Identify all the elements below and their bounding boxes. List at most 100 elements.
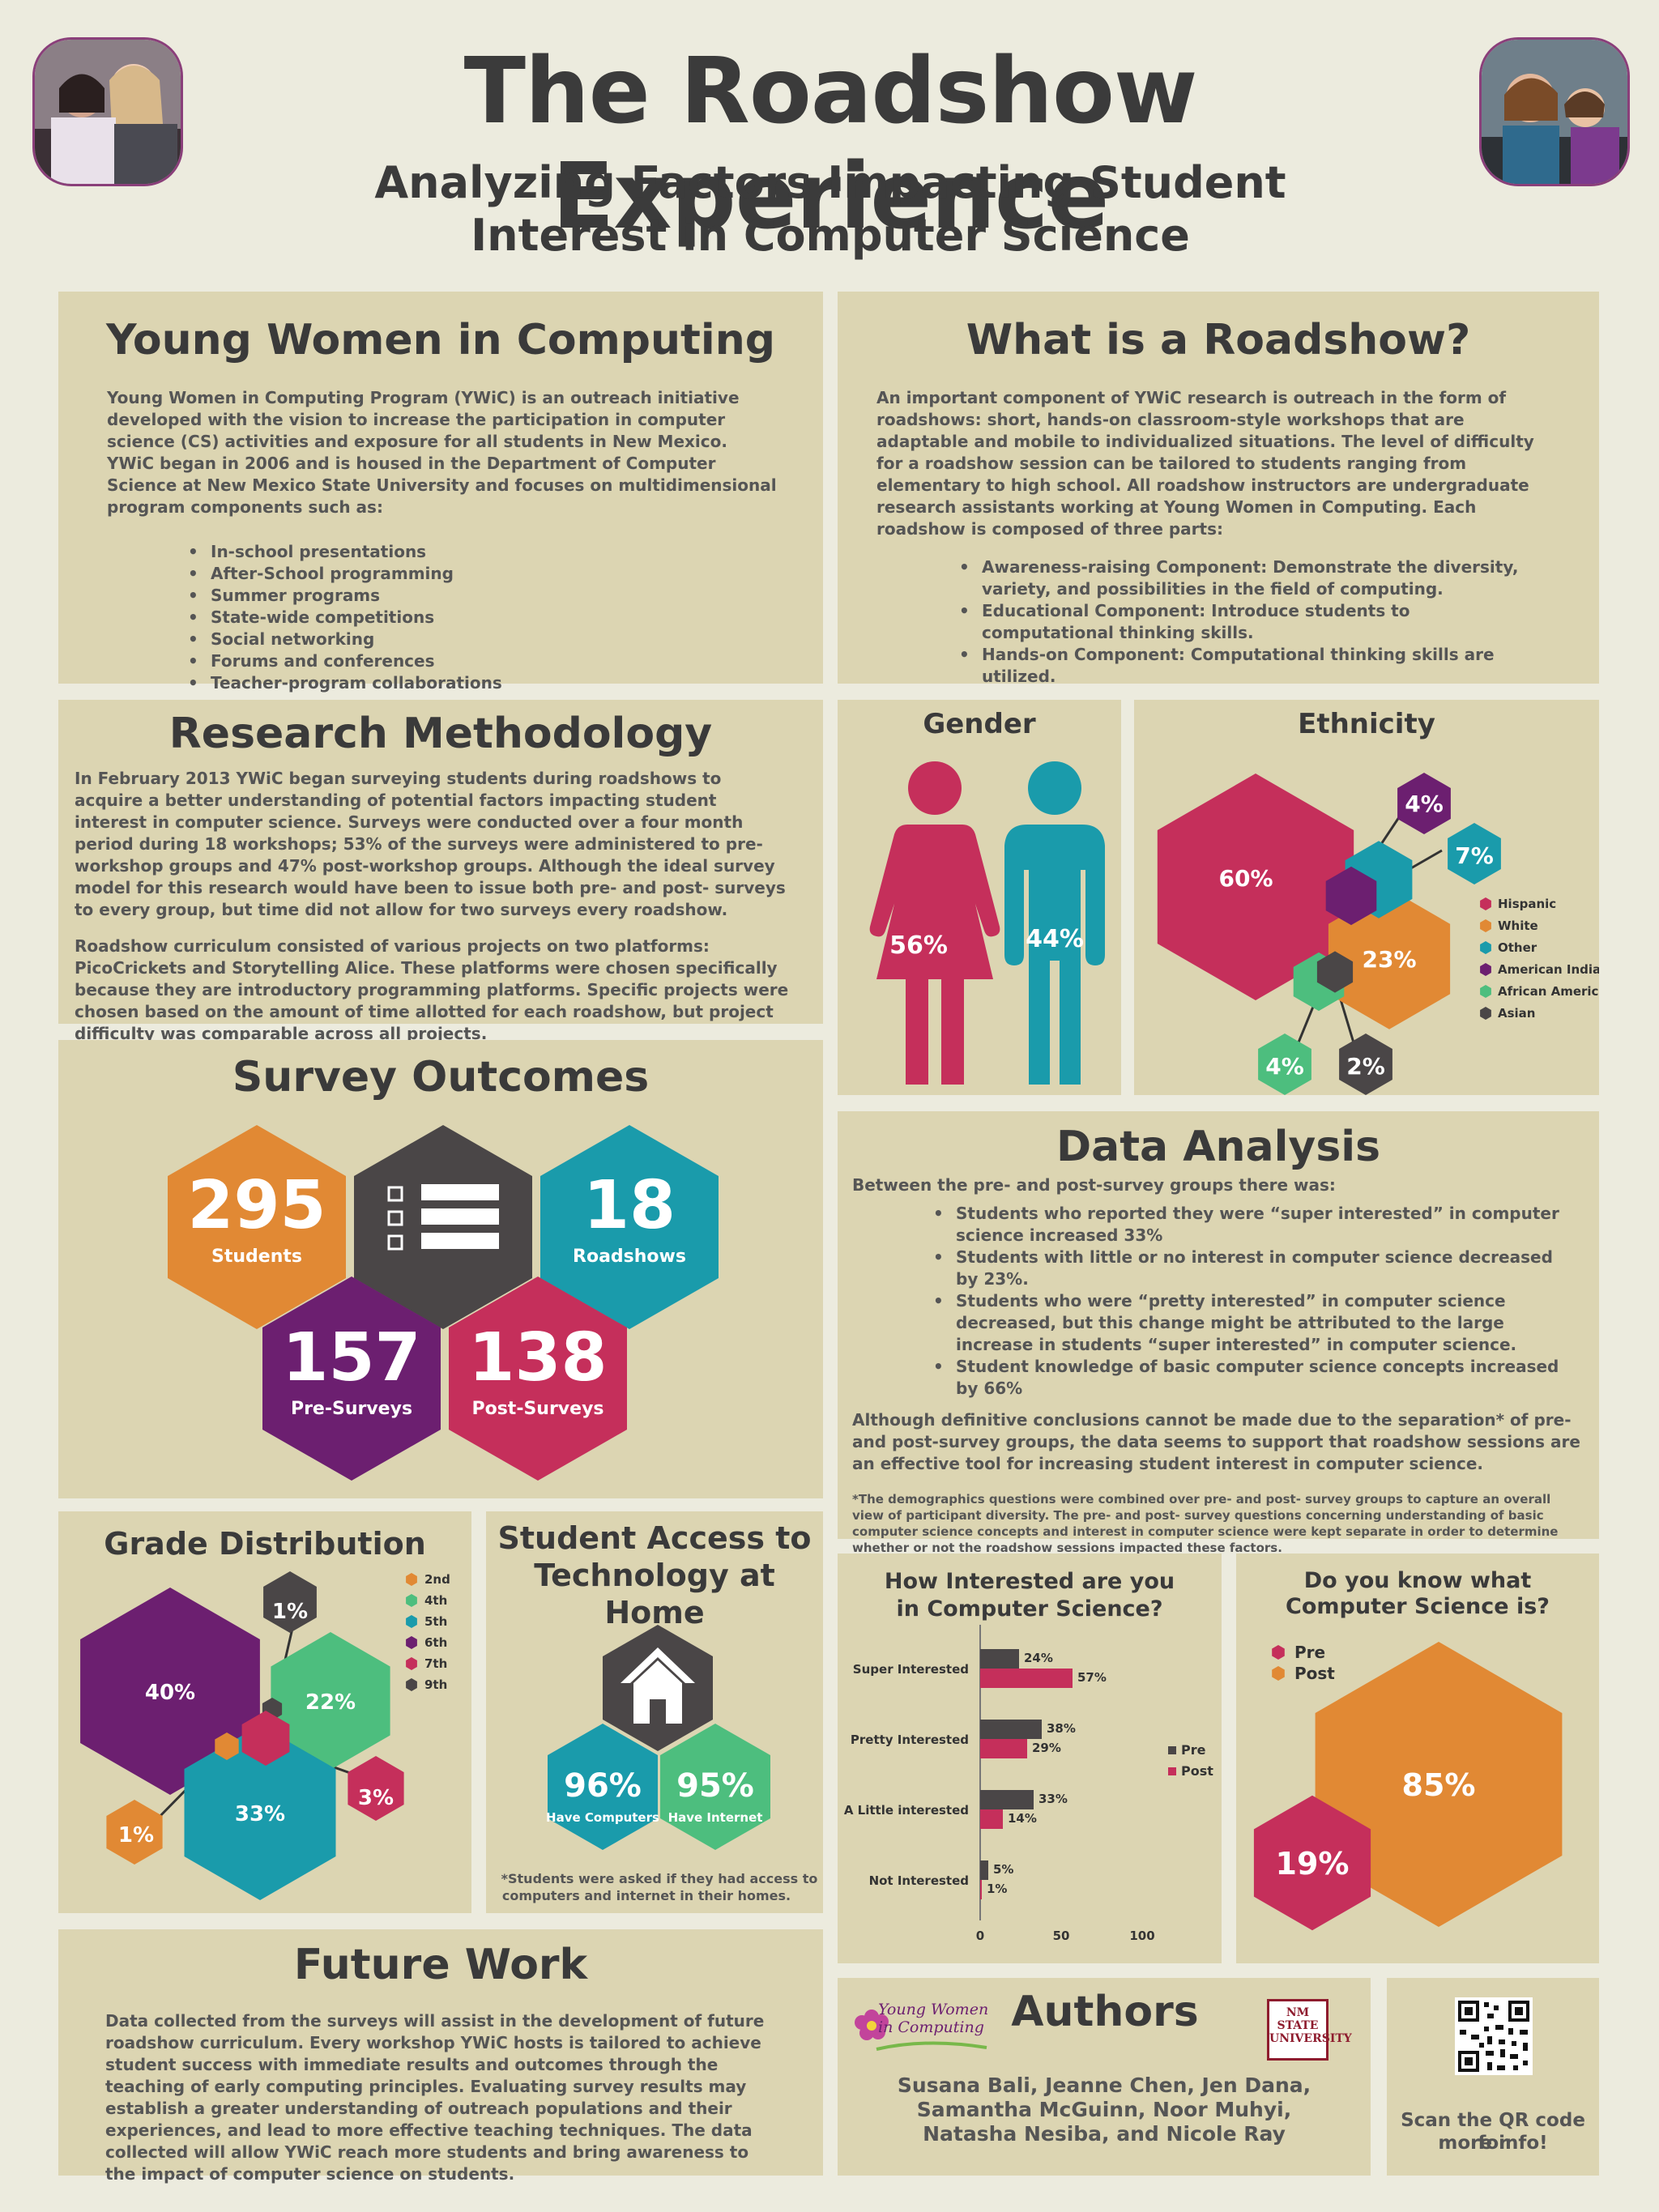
legend-label: 9th [424, 1677, 447, 1692]
grade-callout-hex [348, 1756, 404, 1821]
ethnicity-label: 60% [1218, 865, 1273, 892]
grade-label: 3% [358, 1786, 394, 1810]
bar-value-label: 57% [1077, 1670, 1107, 1685]
legend-label: Pre [1181, 1742, 1206, 1758]
access-title-line1: Student Access to [497, 1520, 812, 1556]
legend-swatch [1272, 1666, 1285, 1681]
future-title: Future Work [293, 1941, 588, 1989]
survey-list-hex [354, 1125, 532, 1329]
gender-figures: 56% 44% [869, 761, 1105, 1085]
list-item: Teacher-program collaborations [188, 672, 823, 694]
female-figure-icon [869, 761, 1000, 1085]
roadshow-list: Awareness-raising Component: Demonstrate… [959, 556, 1542, 688]
pre-surveys-hex [262, 1276, 441, 1481]
bar-pre [980, 1649, 1019, 1669]
bar-value-label: 29% [1032, 1741, 1061, 1755]
list-item: Students with little or no interest in c… [933, 1247, 1578, 1290]
bar-value-label: 1% [987, 1882, 1007, 1896]
knowcs-label: 19% [1276, 1846, 1350, 1882]
bar-pre [980, 1720, 1042, 1739]
computers-value: 96% [564, 1767, 642, 1805]
access-hex-cluster: 96% Have Computers 95% Have Internet *St… [501, 1625, 817, 1903]
list-item: Student knowledge of basic computer scie… [933, 1356, 1578, 1400]
grade-callout-hex [263, 1571, 317, 1633]
legend-label: 5th [424, 1614, 447, 1629]
methodology-title: Research Methodology [168, 710, 713, 758]
grade-hex-5th [184, 1725, 336, 1900]
qr-code-icon[interactable] [1455, 1997, 1533, 2075]
ethnicity-hex-hispanic [1157, 774, 1354, 1000]
bar-pre [980, 1790, 1034, 1809]
authors-panel: Young Women in Computing Authors NM STAT… [838, 1978, 1371, 2176]
ethnicity-callout-hex [1258, 1034, 1311, 1095]
ethnicity-hex-chart: 60% 23% 7% 4% 4% 2% Hispanic White Other America… [1157, 773, 1599, 1095]
bar-value-label: 24% [1024, 1651, 1053, 1665]
poster-subtitle-line1: Analyzing Factors Impacting Student [374, 157, 1286, 208]
grade-label: 40% [145, 1681, 195, 1705]
knowcs-hex-post [1315, 1642, 1563, 1927]
authors-line3: Natasha Nesiba, and Nicole Ray [923, 2122, 1286, 2146]
x-tick-label: 100 [1129, 1929, 1154, 1943]
roadshow-paragraph: An important component of YWiC research … [876, 388, 1534, 539]
ywic-logo-text: Young Women in Computing [878, 2001, 989, 2036]
students-value: 295 [187, 1167, 326, 1244]
list-item: Hands-on Component: Computational thinki… [959, 644, 1542, 688]
survey-panel: Survey Outcomes 295 Students 18 Roadshow… [58, 1040, 823, 1498]
knowcs-label: 85% [1402, 1767, 1476, 1803]
grade-hex-chart: 1% 22% 33% 40% 3% 1% 2nd 4th 5th 6th 7th 9th [80, 1571, 450, 1900]
pre-surveys-value: 157 [282, 1319, 420, 1396]
ethnicity-callout-hex [1339, 1034, 1392, 1095]
analysis-footnote: *The demographics questions were combine… [852, 1492, 1559, 1555]
ethnicity-label: 4% [1265, 1053, 1304, 1080]
bar-value-label: 38% [1047, 1721, 1076, 1736]
legend-label: African American [1498, 984, 1599, 999]
category-tick-label: A Little interested [844, 1803, 969, 1818]
legend-swatch [406, 1594, 417, 1607]
ethnicity-hex-white [1328, 889, 1451, 1029]
female-percent-label: 56% [889, 931, 948, 960]
authors-line1: Susana Bali, Jeanne Chen, Jen Dana, [897, 2073, 1311, 2097]
list-item: In-school presentations [188, 541, 823, 563]
knowcs-title: Do you know what Computer Science is? [1236, 1568, 1599, 1620]
internet-label: Have Internet [668, 1810, 763, 1825]
legend-swatch [1480, 985, 1491, 998]
legend-label: Hispanic [1498, 897, 1556, 911]
legend-label: 6th [424, 1635, 447, 1650]
interest-title-text: How Interested are you in Computer Scien… [884, 1569, 1175, 1622]
bar-value-label: 14% [1008, 1811, 1037, 1826]
legend-swatch [1480, 1007, 1491, 1020]
knowcs-hex-chart: 19% 85% Pre Post [1253, 1642, 1563, 1931]
bar-post [980, 1739, 1027, 1758]
post-surveys-value: 138 [468, 1319, 607, 1396]
bar-pre [980, 1860, 988, 1880]
category-tick-label: Pretty Interested [851, 1733, 969, 1747]
students-photo-icon [35, 40, 181, 184]
list-item: Students who reported they were “super i… [933, 1203, 1578, 1247]
x-tick-label: 50 [1053, 1929, 1070, 1943]
grade-hex-4th [271, 1632, 390, 1770]
internet-value: 95% [676, 1767, 754, 1805]
ywic-title: Young Women in Computing [106, 316, 775, 364]
analysis-conclusion: Although definitive conclusions cannot b… [852, 1410, 1580, 1473]
authors-line2: Samantha McGuinn, Noor Muhyi, [916, 2098, 1292, 2121]
post-surveys-hex [449, 1276, 627, 1481]
knowcs-hex-pre [1253, 1795, 1371, 1931]
future-panel: Future Work Data collected from the surv… [58, 1929, 823, 2184]
survey-title: Survey Outcomes [232, 1053, 650, 1102]
roadshows-label: Roadshows [573, 1247, 686, 1267]
legend-swatch [406, 1678, 417, 1691]
list-item: Forums and conferences [188, 650, 823, 672]
legend-swatch [1168, 1746, 1176, 1754]
legend-label: Post [1294, 1664, 1335, 1683]
ethnicity-title: Ethnicity [1298, 708, 1435, 740]
legend-swatch [406, 1636, 417, 1649]
list-item: After-School programming [188, 563, 823, 585]
students-label: Students [211, 1247, 302, 1267]
ethnicity-label: 2% [1346, 1053, 1385, 1080]
access-footnote-line2: computers and internet in their homes. [502, 1888, 791, 1903]
roadshow-title: What is a Roadshow? [966, 316, 1471, 364]
grade-label: 1% [118, 1823, 154, 1848]
nmsu-logo-text: NM STATE UNIVERSITY [1269, 2006, 1352, 2045]
internet-hex [660, 1724, 770, 1850]
ethnicity-panel: Ethnicity 60% 23% 7% 4% 4% 2% Hispanic White Ot… [1134, 700, 1599, 1095]
